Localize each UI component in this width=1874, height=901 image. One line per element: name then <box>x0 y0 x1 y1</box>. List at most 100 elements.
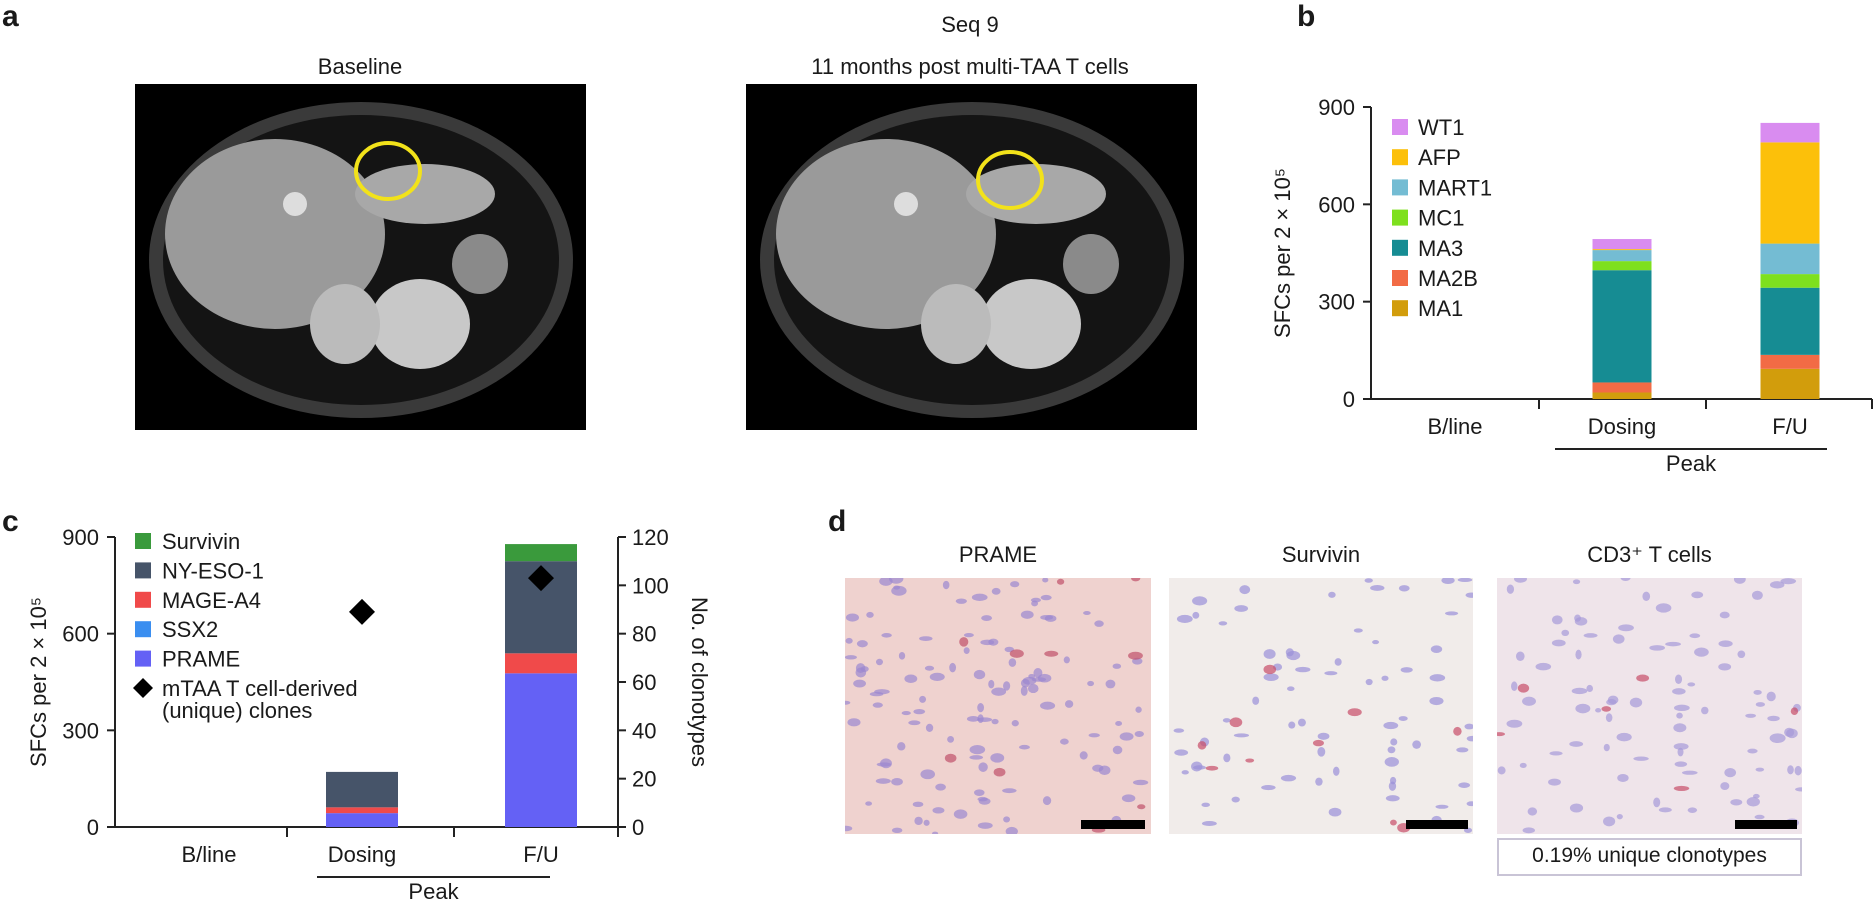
bar-segment-ny-eso-1 <box>326 771 398 808</box>
histology-image-prame <box>845 578 1151 834</box>
group-label: Peak <box>408 879 459 901</box>
legend-swatch <box>1392 300 1408 317</box>
panel-d-label: d <box>828 505 847 538</box>
scale-bar <box>1081 820 1145 829</box>
clonotype-marker <box>528 565 554 592</box>
chart-c-sfc-and-clonotypes: SFCs per 2 × 10⁵ No. of clonotypes 0 300 6… <box>26 525 712 901</box>
histo-title-survivin: Survivin <box>1281 542 1361 567</box>
y-tick-label: 900 <box>1318 95 1355 120</box>
legend-label: MAGE-A4 <box>162 588 261 613</box>
bar-segment-ma3 <box>1760 287 1820 355</box>
legend-label: SSX2 <box>162 617 218 642</box>
category-label: Dosing <box>328 842 396 867</box>
ct-scan-followup <box>746 84 1197 430</box>
y2-tick-label: 100 <box>632 573 669 598</box>
bar-segment-ma2b <box>1592 382 1652 393</box>
bar-segment-prame <box>326 813 398 827</box>
y2-tick-label: 40 <box>632 718 656 743</box>
legend-label: MC1 <box>1418 206 1464 231</box>
bar-segment-mart1 <box>1592 250 1652 262</box>
panel-a-label: a <box>2 0 19 33</box>
histo-title-prame: PRAME <box>958 542 1038 567</box>
ct-scan-baseline <box>135 84 586 430</box>
legend-label: MA1 <box>1418 296 1463 321</box>
legend-label: PRAME <box>162 647 240 672</box>
y2-tick-label: 0 <box>632 815 644 840</box>
histology-image-survivin <box>1169 578 1473 834</box>
category-label: B/line <box>1427 414 1482 439</box>
tissue-texture <box>845 578 1149 834</box>
panel-c-label: c <box>2 505 19 538</box>
bar-segment-mc1 <box>1592 261 1652 271</box>
category-label: F/U <box>523 842 558 867</box>
legend-swatch <box>1392 209 1408 226</box>
chart-b-ylabel: SFCs per 2 × 10⁵ <box>1270 168 1295 338</box>
legend-label: mTAA T cell-derived <box>162 676 358 701</box>
legend-marker-diamond <box>133 678 153 698</box>
tissue-texture <box>1497 578 1802 834</box>
bar-segment-wt1 <box>1592 239 1652 250</box>
baseline-title: Baseline <box>317 54 403 79</box>
category-label: Dosing <box>1588 414 1656 439</box>
legend-label: WT1 <box>1418 115 1464 140</box>
y2-tick-label: 20 <box>632 767 656 792</box>
scale-bar <box>1406 820 1468 829</box>
legend-swatch <box>1392 179 1408 196</box>
y-tick-label: 900 <box>62 525 99 550</box>
category-label: F/U <box>1772 414 1807 439</box>
legend-swatch <box>135 591 151 608</box>
bar-segment-ma2b <box>1760 354 1820 369</box>
legend-label: MART1 <box>1418 175 1492 200</box>
bar-segment-ma1 <box>1592 392 1652 399</box>
tissue-texture <box>1173 578 1473 833</box>
legend-label: AFP <box>1418 145 1461 170</box>
histo-title-cd3: CD3⁺ T cells <box>1587 542 1712 567</box>
bar-segment-wt1 <box>1760 122 1820 143</box>
legend-label: MA2B <box>1418 266 1478 291</box>
legend-label: MA3 <box>1418 236 1463 261</box>
unique-clonotypes-box: 0.19% unique clonotypes <box>1497 838 1802 876</box>
seq9-title: Seq 9 <box>941 12 999 37</box>
legend-swatch <box>1392 149 1408 166</box>
y-tick-label: 300 <box>1318 290 1355 315</box>
y-tick-label: 600 <box>1318 192 1355 217</box>
lesion-circle <box>976 150 1044 210</box>
y2-tick-label: 80 <box>632 622 656 647</box>
y-tick-label: 600 <box>62 622 99 647</box>
panel-b-label: b <box>1297 0 1316 33</box>
histology-image-cd3 <box>1497 578 1802 834</box>
bar-segment-ma1 <box>1760 368 1820 399</box>
bar-segment-mage-a4 <box>505 653 577 674</box>
y-tick-label: 0 <box>1343 387 1355 412</box>
chart-c-ylabel: SFCs per 2 × 10⁵ <box>26 597 51 767</box>
category-label: B/line <box>181 842 236 867</box>
legend-label: (unique) clones <box>162 698 312 723</box>
bar-segment-ma3 <box>1592 270 1652 383</box>
legend-label: NY-ESO-1 <box>162 558 264 583</box>
bar-segment-survivin <box>505 544 577 562</box>
chart-c-y2label: No. of clonotypes <box>687 597 712 767</box>
scale-bar <box>1735 820 1797 829</box>
y2-tick-label: 60 <box>632 670 656 695</box>
legend-swatch <box>135 650 151 667</box>
y-tick-label: 0 <box>87 815 99 840</box>
bar-segment-prame <box>505 673 577 827</box>
legend-swatch <box>135 533 151 549</box>
legend-swatch <box>1392 239 1408 256</box>
bar-segment-mart1 <box>1760 243 1820 275</box>
legend-swatch <box>135 621 151 638</box>
chart-b-sfc-by-antigen: SFCs per 2 × 10⁵ 0 300 600 900 B/line Dosing F… <box>1270 95 1873 476</box>
post-treatment-title: 11 months post multi-TAA T cells <box>811 54 1129 79</box>
y-tick-label: 300 <box>62 718 99 743</box>
lesion-circle <box>354 141 422 201</box>
legend-swatch <box>135 562 151 579</box>
y2-tick-label: 120 <box>632 525 669 550</box>
bar-segment-afp <box>1760 142 1820 244</box>
bar-segment-mage-a4 <box>326 807 398 814</box>
bar-segment-afp <box>1592 249 1652 251</box>
legend-swatch <box>1392 119 1408 135</box>
clonotype-marker <box>349 598 375 625</box>
legend-swatch <box>1392 270 1408 286</box>
legend-label: Survivin <box>162 529 240 554</box>
